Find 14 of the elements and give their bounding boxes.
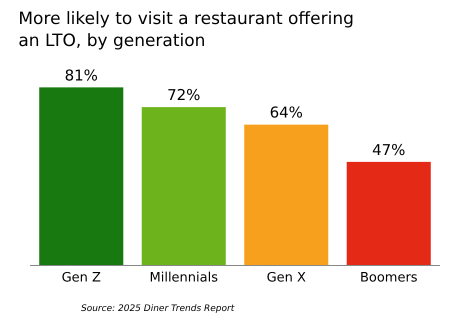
data-label: 72%: [167, 86, 200, 104]
x-tick-label: Millennials: [150, 270, 218, 286]
bar: [346, 162, 431, 265]
x-tick-label: Gen X: [266, 270, 306, 286]
x-tick-label: Boomers: [360, 270, 418, 286]
bar: [142, 107, 226, 265]
data-label: 81%: [64, 66, 98, 84]
data-label: 47%: [372, 140, 406, 159]
source-note: Source: 2025 Diner Trends Report: [81, 304, 235, 314]
bar: [39, 87, 124, 265]
data-label: 64%: [270, 104, 303, 122]
chart-title: More likely to visit a restaurant offering an LTO, by generation: [18, 9, 354, 52]
bar: [244, 124, 328, 265]
x-tick-label: Gen Z: [62, 270, 102, 286]
